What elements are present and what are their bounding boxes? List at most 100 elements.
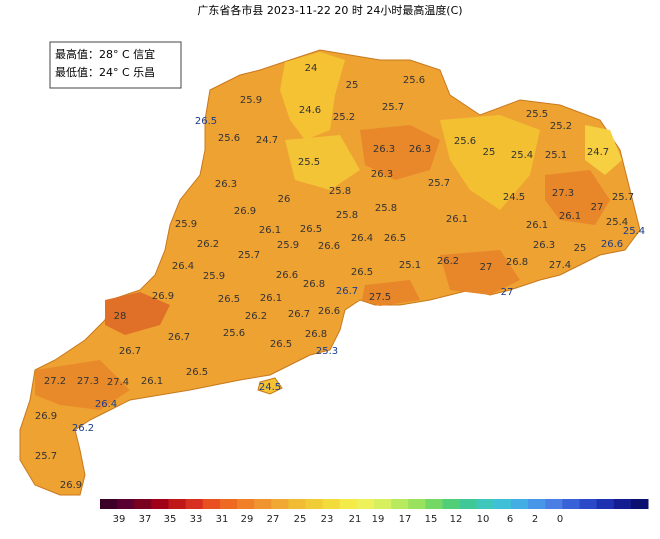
station-temperature: 26.9 xyxy=(152,291,174,302)
station-temperature: 25.5 xyxy=(298,157,320,168)
colorbar-segment xyxy=(596,499,615,509)
legend-label: 15 xyxy=(425,514,438,525)
colorbar-segment xyxy=(134,499,152,509)
station-temperature: 26.5 xyxy=(351,267,373,278)
colorbar-segment xyxy=(630,499,649,509)
station-temperature: 24.5 xyxy=(259,382,281,393)
legend-label: 37 xyxy=(139,514,152,525)
station-temperature: 26.6 xyxy=(601,239,623,250)
warm-region xyxy=(545,170,610,225)
legend-label: 25 xyxy=(294,514,307,525)
station-temperature: 25.9 xyxy=(203,271,225,282)
station-temperature: 25.1 xyxy=(399,260,421,271)
station-temperature: 26.9 xyxy=(60,480,82,491)
station-temperature: 26.5 xyxy=(195,116,217,127)
station-temperature: 26.5 xyxy=(384,233,406,244)
colorbar-segment xyxy=(168,499,187,509)
station-temperature: 26.3 xyxy=(533,240,555,251)
colorbar-segment xyxy=(562,499,580,509)
station-temperature: 26.1 xyxy=(526,220,548,231)
station-temperature: 26.3 xyxy=(371,169,393,180)
colorbar-segment xyxy=(271,499,289,509)
station-temperature: 25.7 xyxy=(612,192,634,203)
province-map xyxy=(19,49,641,496)
station-temperature: 26.9 xyxy=(234,206,256,217)
station-temperature: 25.9 xyxy=(277,240,299,251)
colorbar-segment xyxy=(305,499,324,509)
colorbar-segment xyxy=(322,499,341,509)
station-temperature: 25.6 xyxy=(218,133,240,144)
station-temperature: 26.1 xyxy=(141,376,163,387)
colorbar-segment xyxy=(374,499,392,509)
station-temperature: 25.6 xyxy=(454,136,476,147)
legend-label: 0 xyxy=(557,514,563,525)
station-temperature: 26.5 xyxy=(186,367,208,378)
colorbar-segment xyxy=(356,499,375,509)
station-temperature: 24 xyxy=(305,63,318,74)
station-temperature: 26.7 xyxy=(119,346,141,357)
station-temperature: 26.2 xyxy=(72,423,94,434)
legend-label: 27 xyxy=(267,514,280,525)
colorbar-segment xyxy=(442,499,461,509)
legend-label: 23 xyxy=(321,514,334,525)
station-temperature: 25.8 xyxy=(336,210,358,221)
colorbar-segment xyxy=(391,499,409,509)
station-temperature: 25.7 xyxy=(238,250,260,261)
station-temperature: 26.3 xyxy=(215,179,237,190)
colorbar-segment xyxy=(476,499,495,509)
station-temperature: 26.8 xyxy=(303,279,325,290)
station-temperature: 26.3 xyxy=(409,144,431,155)
station-temperature: 25 xyxy=(346,80,359,91)
warm-region xyxy=(360,125,440,180)
station-temperature: 25.6 xyxy=(403,75,425,86)
colorbar-segment xyxy=(219,499,238,509)
colorbar-segment xyxy=(202,499,221,509)
station-temperature: 25.2 xyxy=(550,121,572,132)
title: 广东省各市县 2023-11-22 20 时 24小时最高温度(C) xyxy=(197,3,462,17)
station-temperature: 26.6 xyxy=(276,270,298,281)
station-temperature: 28 xyxy=(114,311,127,322)
colorbar-segment xyxy=(254,499,272,509)
cool-region xyxy=(280,52,345,140)
legend-label: 35 xyxy=(164,514,177,525)
station-temperature: 26.4 xyxy=(95,399,117,410)
legend-label: 39 xyxy=(113,514,126,525)
cool-region xyxy=(440,115,540,210)
station-temperature: 26.5 xyxy=(270,339,292,350)
station-temperature: 25.3 xyxy=(316,346,338,357)
station-temperature: 25.7 xyxy=(382,102,404,113)
station-temperature: 24.6 xyxy=(299,105,321,116)
station-temperature: 27.2 xyxy=(44,376,66,387)
station-temperature: 26.2 xyxy=(197,239,219,250)
cool-region xyxy=(585,125,622,175)
summary-frame xyxy=(49,41,182,89)
colorbar-segment xyxy=(100,499,118,509)
colorbar-segment xyxy=(579,499,598,509)
station-temperature: 26.7 xyxy=(168,332,190,343)
legend-label: 31 xyxy=(216,514,229,525)
colorbar-segment xyxy=(339,499,358,509)
station-temperature: 26.1 xyxy=(559,211,581,222)
legend-label: 33 xyxy=(190,514,203,525)
station-temperature: 25.2 xyxy=(333,112,355,123)
station-temperature: 26.7 xyxy=(288,309,310,320)
station-temperature: 25.8 xyxy=(375,203,397,214)
station-temperature: 27 xyxy=(591,202,604,213)
station-temperature: 27 xyxy=(480,262,493,273)
station-temperature: 27.3 xyxy=(552,188,574,199)
colorbar-segment xyxy=(288,499,306,509)
station-temperature: 26.5 xyxy=(300,224,322,235)
station-temperature: 26.5 xyxy=(218,294,240,305)
station-temperature: 26.1 xyxy=(259,225,281,236)
legend-label: 12 xyxy=(450,514,463,525)
station-temperature: 26.9 xyxy=(35,411,57,422)
station-temperature: 25.4 xyxy=(623,226,645,237)
station-temperature: 24.5 xyxy=(503,192,525,203)
colorbar-segment xyxy=(408,499,426,509)
station-temperature: 26.2 xyxy=(245,311,267,322)
station-temperature: 26.6 xyxy=(318,241,340,252)
station-temperature: 26.4 xyxy=(351,233,373,244)
station-temperature: 26.6 xyxy=(318,306,340,317)
colorbar-segment xyxy=(237,499,255,509)
warm-region xyxy=(35,360,130,410)
